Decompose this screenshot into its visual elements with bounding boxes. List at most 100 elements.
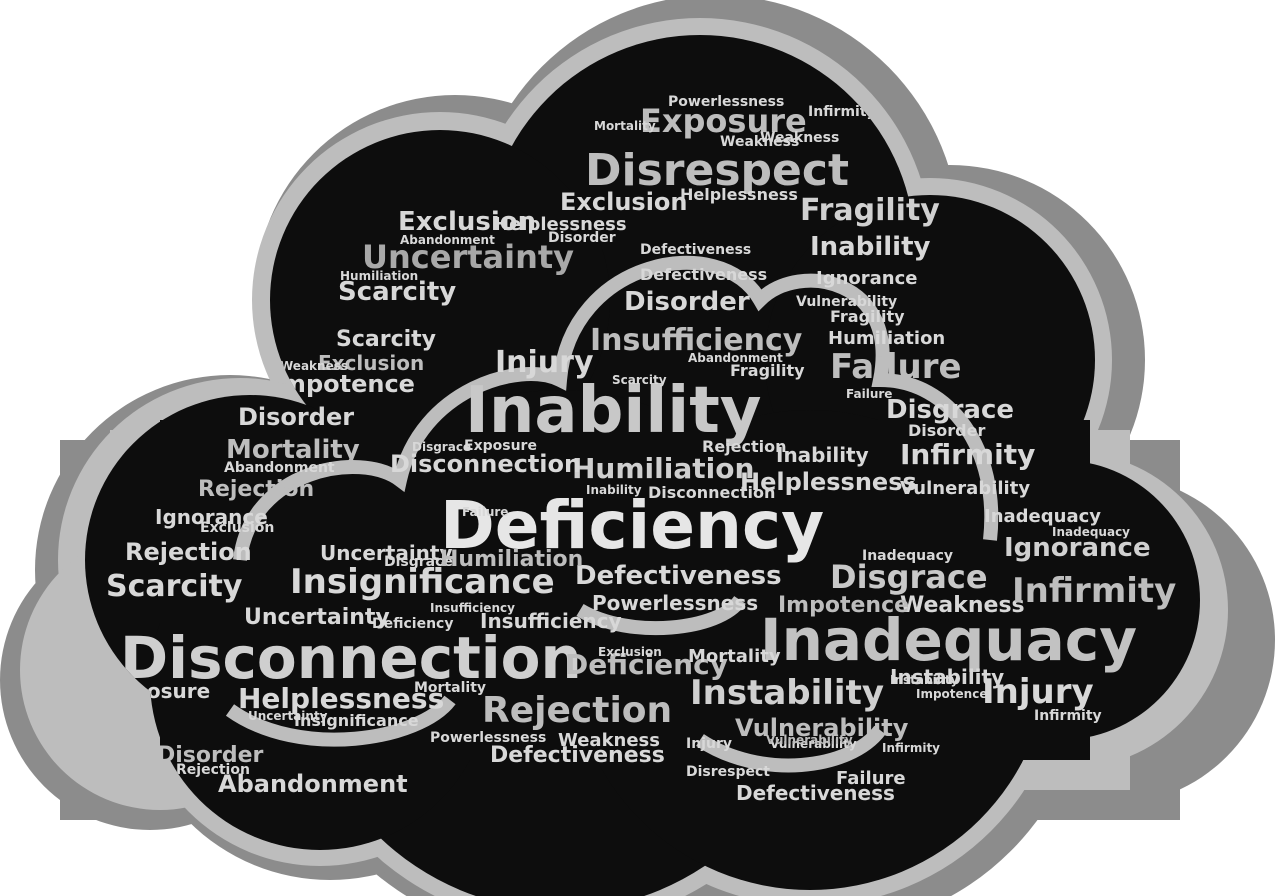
word: Exclusion <box>560 188 688 216</box>
word: Inadequacy <box>1052 525 1130 539</box>
word: Failure <box>836 768 906 789</box>
word: Failure <box>830 347 962 387</box>
word: Impotence <box>916 687 987 701</box>
word: Inability <box>586 483 642 497</box>
word: Deficiency <box>565 648 728 681</box>
word: Mortality <box>226 435 360 465</box>
word: Humiliation <box>440 547 583 572</box>
word: Weakness <box>280 359 348 373</box>
word: Rejection <box>176 762 250 778</box>
word: Instability <box>690 673 884 713</box>
word: Rejection <box>702 437 787 456</box>
word: Ignorance <box>155 505 268 529</box>
word: Failure <box>846 387 892 401</box>
word: Insufficiency <box>430 601 515 615</box>
word: Scarcity <box>106 569 243 604</box>
word: Defectiveness <box>640 265 767 284</box>
word: Disgrace <box>412 440 471 454</box>
word: Defectiveness <box>640 242 751 258</box>
word: Exposure <box>464 438 537 454</box>
word: Weakness <box>558 730 660 751</box>
word: Vulnerability <box>735 714 909 742</box>
word: Disorder <box>624 287 750 317</box>
word: Disconnection <box>390 450 581 478</box>
word: Uncertainty <box>244 605 390 630</box>
word: Insignificance <box>294 711 419 730</box>
word: Uncertainty <box>362 238 574 276</box>
word: Weakness <box>760 130 839 146</box>
word: Rejection <box>198 477 314 502</box>
word: Disgrace <box>886 395 1014 425</box>
word: Rejection <box>482 690 672 731</box>
word: Disorder <box>238 403 354 431</box>
word: Fragility <box>800 193 940 228</box>
word: Vulnerability <box>900 478 1030 499</box>
word: Ignorance <box>1004 533 1151 563</box>
word: Humiliation <box>828 328 945 349</box>
word: Exclusion <box>598 645 662 659</box>
word: Defectiveness <box>490 743 665 768</box>
word: Deficiency <box>372 616 453 632</box>
word: Infirmity <box>882 741 940 755</box>
word: Powerlessness <box>668 94 784 110</box>
word: Inability <box>776 443 869 467</box>
word: Vulnerability <box>770 737 857 751</box>
word: Exposure <box>640 102 807 140</box>
word: Injury <box>982 672 1094 712</box>
word: Mortality <box>594 119 656 133</box>
word: Mortality <box>414 680 486 696</box>
word: Abandonment <box>400 233 495 247</box>
word: Weakness <box>900 593 1025 618</box>
word: Infirmity <box>1012 571 1176 611</box>
word: Vulnerability <box>796 294 897 310</box>
word: Infirmity <box>900 438 1035 471</box>
word: Disconnection <box>120 624 582 692</box>
word: Instability <box>890 673 959 687</box>
word: Failure <box>462 505 508 519</box>
word: Fragility <box>830 307 905 326</box>
word: Disgrace <box>384 554 453 570</box>
word: Helplessness <box>238 682 444 715</box>
word: Exclusion <box>200 520 274 536</box>
word: Deficiency <box>440 487 824 564</box>
word: Inadequacy <box>760 606 1137 674</box>
word: Disorder <box>548 230 616 246</box>
word: Exclusion <box>398 207 536 237</box>
word: Inability <box>810 232 931 262</box>
word: Instability <box>890 665 1004 689</box>
word: Disorder <box>157 743 264 768</box>
word: Vulnerability <box>766 733 853 747</box>
word: Uncertainty <box>320 541 453 565</box>
word: Abandonment <box>688 351 783 365</box>
word: Disgrace <box>830 558 988 596</box>
word: Powerlessness <box>430 730 546 746</box>
word: Scarcity <box>338 277 456 307</box>
word: Powerlessness <box>592 591 758 615</box>
word: Humiliation <box>572 452 754 485</box>
word: Injury <box>686 736 732 752</box>
word: Mortality <box>688 646 781 667</box>
word: Infirmity <box>808 104 876 120</box>
word: Insignificance <box>290 562 555 602</box>
word: Inability <box>465 374 762 448</box>
word: Weakness <box>720 134 799 150</box>
word: Disorder <box>908 421 985 440</box>
word: Scarcity <box>336 327 436 352</box>
word: Defectiveness <box>575 561 782 591</box>
word: Abandonment <box>218 770 408 798</box>
word: Injury <box>495 345 594 380</box>
word: Ignorance <box>816 268 917 289</box>
word: Inadequacy <box>984 506 1101 527</box>
word: Helplessness <box>494 214 627 235</box>
word: Uncertainty <box>248 709 328 723</box>
word: Fragility <box>730 361 805 380</box>
word: Insufficiency <box>590 323 803 358</box>
word: Defectiveness <box>736 781 895 805</box>
word: Exclusion <box>318 351 424 375</box>
word: Helplessness <box>740 468 917 496</box>
word: Disconnection <box>648 483 775 502</box>
word: Rejection <box>125 538 252 566</box>
word: Disrespect <box>686 764 770 780</box>
